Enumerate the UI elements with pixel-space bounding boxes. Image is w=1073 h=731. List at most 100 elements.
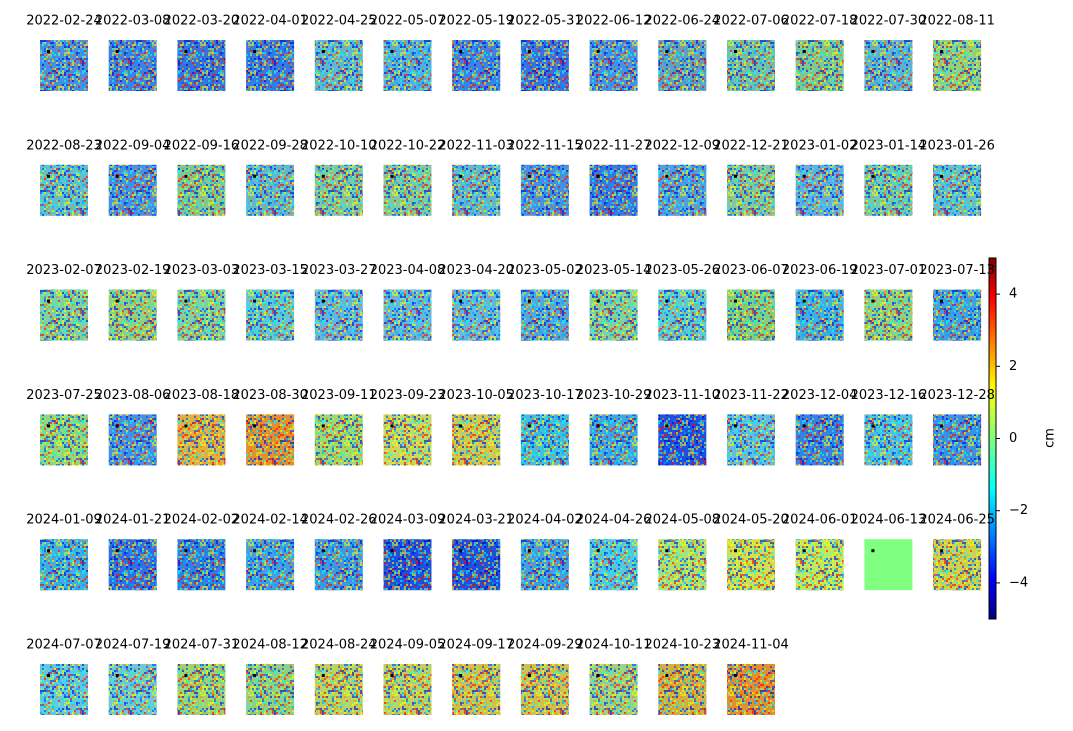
panel-title: 2024-08-24 [301, 638, 377, 653]
panel-title: 2022-05-19 [438, 14, 514, 29]
reference-point [390, 424, 394, 428]
panel-title: 2023-12-16 [851, 388, 927, 403]
colorbar-tick-label: −2 [1009, 503, 1028, 518]
panel-noise [658, 414, 707, 466]
panel-title: 2023-07-25 [26, 388, 102, 403]
panel-noise [40, 664, 88, 715]
reference-point [47, 174, 50, 178]
panel-noise [520, 664, 569, 715]
panel-title: 2022-10-10 [301, 138, 377, 153]
panel-title: 2022-05-31 [507, 14, 583, 29]
panel-title: 2022-12-09 [645, 138, 721, 153]
reference-point [459, 549, 463, 553]
reference-point [802, 299, 806, 303]
panel-noise [246, 414, 295, 466]
reference-point [665, 549, 669, 553]
panel-title: 2023-06-19 [782, 263, 858, 278]
panel-noise [108, 40, 157, 91]
panel-noise [589, 289, 638, 341]
panel-noise [40, 414, 88, 466]
panel-noise [933, 40, 982, 91]
panel-noise [40, 539, 88, 591]
colorbar-tick-label: 4 [1009, 287, 1017, 302]
reference-point [734, 299, 737, 303]
panel-noise [108, 289, 157, 341]
panel-title: 2022-06-24 [645, 14, 721, 29]
panel-title: 2022-11-03 [438, 138, 514, 153]
reference-point [390, 299, 394, 303]
panel-title: 2023-01-26 [919, 138, 995, 153]
panel-title: 2022-04-01 [232, 14, 308, 29]
panel-noise [246, 664, 295, 715]
panel-noise [658, 539, 707, 591]
panel-noise [658, 40, 707, 91]
reference-point [47, 674, 50, 677]
panel-noise [864, 289, 913, 341]
panel-title: 2022-11-27 [576, 138, 652, 153]
reference-point [940, 50, 944, 53]
panel-title: 2023-12-28 [919, 388, 995, 403]
reference-point [253, 674, 257, 677]
panel-title: 2024-10-11 [576, 638, 652, 653]
panel-title: 2022-07-06 [713, 14, 789, 29]
reference-point [665, 174, 669, 178]
panel-noise [383, 40, 432, 91]
reference-point [802, 549, 806, 553]
reference-point [802, 174, 806, 178]
panel-noise [727, 539, 775, 591]
reference-point [184, 424, 188, 428]
reference-point [596, 424, 600, 428]
panel-noise [795, 164, 844, 216]
panel-noise [933, 289, 982, 341]
reference-point [940, 549, 944, 553]
panel-noise [589, 40, 638, 91]
panel-noise [520, 40, 569, 91]
panel-noise [727, 164, 775, 216]
panel-title: 2024-02-14 [232, 513, 308, 528]
panel-noise [727, 414, 775, 466]
panel-title: 2024-05-08 [645, 513, 721, 528]
panel-title: 2023-03-03 [164, 263, 240, 278]
panel-noise [727, 664, 775, 715]
panel-title: 2024-11-04 [713, 638, 789, 653]
panel-title: 2022-04-25 [301, 14, 377, 29]
panel-title: 2022-02-24 [26, 14, 102, 29]
panel-noise [589, 539, 638, 591]
panel-noise [40, 289, 88, 341]
reference-point [253, 50, 257, 53]
panel-title: 2024-08-12 [232, 638, 308, 653]
panel-noise [727, 40, 775, 91]
panel-noise [520, 539, 569, 591]
panel-noise [452, 40, 501, 91]
panel-title: 2022-03-20 [164, 14, 240, 29]
reference-point [527, 674, 531, 677]
panel-noise [933, 539, 982, 591]
panel-noise [452, 289, 501, 341]
reference-point [184, 299, 188, 303]
panel-image [864, 539, 913, 591]
panel-title: 2022-09-28 [232, 138, 308, 153]
panel-title: 2024-06-13 [851, 513, 927, 528]
reference-point [802, 424, 806, 428]
panel-title: 2024-01-09 [26, 513, 102, 528]
panel-title: 2022-10-22 [370, 138, 446, 153]
panel-noise [933, 414, 982, 466]
panel-title: 2023-09-23 [370, 388, 446, 403]
panel-noise [177, 289, 226, 341]
panel-title: 2024-03-21 [438, 513, 514, 528]
panel-noise [589, 664, 638, 715]
panel-noise [383, 539, 432, 591]
panel-title: 2022-05-07 [370, 14, 446, 29]
reference-point [596, 549, 600, 553]
panel-noise [795, 539, 844, 591]
panel-title: 2024-02-02 [164, 513, 240, 528]
panel-noise [520, 289, 569, 341]
reference-point [115, 549, 119, 553]
panel-noise [314, 40, 363, 91]
reference-point [459, 50, 463, 53]
panel-noise [727, 289, 775, 341]
panel-title: 2024-04-26 [576, 513, 652, 528]
reference-point [665, 674, 669, 677]
panel-title: 2022-06-12 [576, 14, 652, 29]
